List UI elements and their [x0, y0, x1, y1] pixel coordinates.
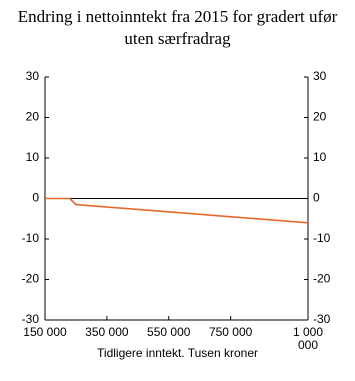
y-tick-label: -30 — [22, 312, 40, 326]
x-axis-label: Tidligere inntekt. Tusen kroner — [97, 346, 258, 360]
y2-tick-label: 30 — [313, 69, 327, 83]
y2-tick-label: -10 — [313, 231, 331, 245]
x-tick-label: 350 000 — [85, 325, 129, 339]
y-tick-label: -10 — [22, 231, 40, 245]
x-tick-label: 750 000 — [208, 325, 253, 339]
data-line — [45, 197, 309, 224]
x-tick-label: 1 000 000 — [292, 325, 324, 352]
y2-tick-label: -30 — [313, 312, 331, 326]
y2-tick-label: 0 — [313, 191, 320, 205]
chart-title: Endring i nettoinntekt fra 2015 for grad… — [17, 7, 338, 48]
x-tick-label: 150 000 — [23, 325, 67, 339]
y2-tick-label: 10 — [313, 150, 327, 164]
y-tick-label: 10 — [26, 150, 40, 164]
y-tick-label: 30 — [26, 69, 40, 83]
x-tick-label: 550 000 — [147, 325, 191, 339]
y-tick-label: -20 — [22, 272, 40, 286]
y-tick-label: 20 — [26, 110, 40, 124]
y-tick-label: 0 — [32, 191, 39, 205]
y2-tick-label: 20 — [313, 110, 327, 124]
y2-tick-label: -20 — [313, 272, 331, 286]
